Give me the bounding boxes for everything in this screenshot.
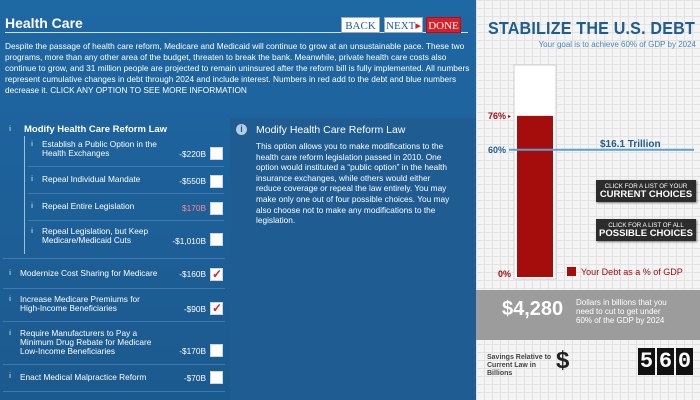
- needed-cut-description: Dollars in billions that you need to cut…: [576, 298, 667, 325]
- dollar-icon: $: [556, 347, 570, 374]
- info-title: Modify Health Care Reform Law: [256, 124, 406, 136]
- current-pointer-icon: ▸: [508, 114, 511, 120]
- savings-digit: 0: [676, 348, 693, 375]
- needed-cut-box: [476, 290, 700, 340]
- debt-bar: [517, 115, 553, 277]
- option-value: $170B: [182, 203, 206, 213]
- current-choices-big: CURRENT CHOICES: [599, 189, 693, 200]
- intro-text: Despite the passage of health care refor…: [5, 41, 470, 95]
- savings-digit: 6: [657, 348, 674, 375]
- goal-pct-label: 60%: [488, 145, 506, 155]
- option-value: -$160B: [179, 269, 206, 279]
- current-pct-label: 76%: [488, 111, 506, 121]
- option-label[interactable]: Require Manufacturers to Pay a Minimum D…: [20, 328, 152, 356]
- section-title: Health Care: [5, 15, 83, 31]
- row-divider: [28, 166, 224, 167]
- bullet-icon: i: [9, 373, 11, 380]
- debt-gauge-chart: $16.1 Trillion 76% ▸ 60% 0% Your Debt as…: [488, 64, 694, 280]
- savings-label: Savings Relative to Current Law in Billi…: [487, 354, 552, 377]
- savings-digit: 5: [638, 348, 655, 375]
- panel-header: Health Care BACK NEXT▸ DONE: [0, 0, 476, 38]
- tracker-subtitle: Your goal is to achieve 60% of GDP by 20…: [538, 40, 696, 49]
- options-panel: Health Care BACK NEXT▸ DONE Despite the …: [0, 0, 476, 400]
- row-divider: [3, 391, 225, 392]
- legend-swatch: [567, 267, 576, 276]
- bullet-icon: i: [31, 141, 33, 148]
- bullet-icon: i: [31, 228, 33, 235]
- expand-bullet-icon: i: [9, 126, 11, 133]
- possible-choices-big: POSSIBLE CHOICES: [599, 228, 693, 239]
- zero-pct-label: 0%: [498, 269, 511, 279]
- bullet-icon: i: [31, 203, 33, 210]
- goal-amount: $16.1 Trillion: [600, 139, 661, 150]
- info-icon: i: [236, 124, 247, 135]
- group-title[interactable]: Modify Health Care Reform Law: [24, 124, 168, 135]
- option-value: -$170B: [179, 346, 206, 356]
- possible-choices-button[interactable]: CLICK FOR A LIST OF ALL POSSIBLE CHOICES: [596, 219, 696, 241]
- option-checkbox[interactable]: [210, 344, 223, 357]
- back-button[interactable]: BACK: [341, 17, 380, 33]
- next-arrow-icon: ▸: [415, 20, 421, 32]
- option-label[interactable]: Increase Medicare Premiums for High-Inco…: [20, 294, 140, 313]
- option-label[interactable]: Repeal Individual Mandate: [42, 174, 141, 184]
- tracker-title: STABILIZE THE U.S. DEBT: [488, 18, 695, 38]
- row-divider: [28, 193, 224, 194]
- option-checkbox[interactable]: [210, 371, 223, 384]
- row-divider: [3, 321, 225, 322]
- row-divider: [3, 258, 225, 259]
- bullet-icon: i: [31, 176, 33, 183]
- needed-cut-value: $4,280: [502, 298, 564, 320]
- option-label[interactable]: Enact Medical Malpractice Reform: [20, 372, 147, 382]
- option-value: -$550B: [179, 176, 206, 186]
- info-panel: [230, 118, 476, 400]
- debt-tracker-panel: STABILIZE THE U.S. DEBT Your goal is to …: [476, 0, 700, 400]
- current-choices-small: CLICK FOR A LIST OF YOUR: [604, 183, 688, 190]
- subgroup-border: [24, 136, 25, 254]
- option-value: -$90B: [183, 304, 206, 314]
- option-checkbox[interactable]: [210, 301, 223, 315]
- possible-choices-small: CLICK FOR A LIST OF ALL: [608, 222, 684, 229]
- current-choices-button[interactable]: CLICK FOR A LIST OF YOUR CURRENT CHOICES: [596, 180, 696, 202]
- info-body: This option allows you to make modificat…: [256, 141, 450, 226]
- row-divider: [3, 288, 225, 289]
- row-divider: [28, 220, 224, 221]
- option-value: -$220B: [179, 149, 206, 159]
- row-divider: [3, 364, 225, 365]
- legend-label: Your Debt as a % of GDP: [581, 267, 683, 277]
- option-checkbox[interactable]: [210, 233, 223, 246]
- option-label[interactable]: Repeal Entire Legislation: [42, 201, 135, 211]
- option-checkbox[interactable]: [210, 147, 223, 160]
- option-value: -$70B: [183, 373, 206, 383]
- bullet-icon: i: [9, 296, 11, 303]
- done-button[interactable]: DONE: [426, 17, 461, 33]
- next-button[interactable]: NEXT▸: [384, 17, 423, 33]
- next-label: NEXT: [386, 20, 416, 32]
- option-checkbox[interactable]: [210, 175, 223, 188]
- option-value: -$1,010B: [172, 236, 206, 246]
- option-checkbox[interactable]: [210, 202, 223, 215]
- bullet-icon: i: [9, 270, 11, 277]
- option-label[interactable]: Modernize Cost Sharing for Medicare: [20, 268, 158, 278]
- bullet-icon: i: [9, 330, 11, 337]
- option-label[interactable]: Repeal Legislation, but Keep Medicare/Me…: [42, 226, 149, 245]
- option-checkbox[interactable]: [210, 267, 223, 281]
- option-label[interactable]: Establish a Public Option in the Health …: [42, 139, 157, 158]
- title-underline: [5, 32, 468, 33]
